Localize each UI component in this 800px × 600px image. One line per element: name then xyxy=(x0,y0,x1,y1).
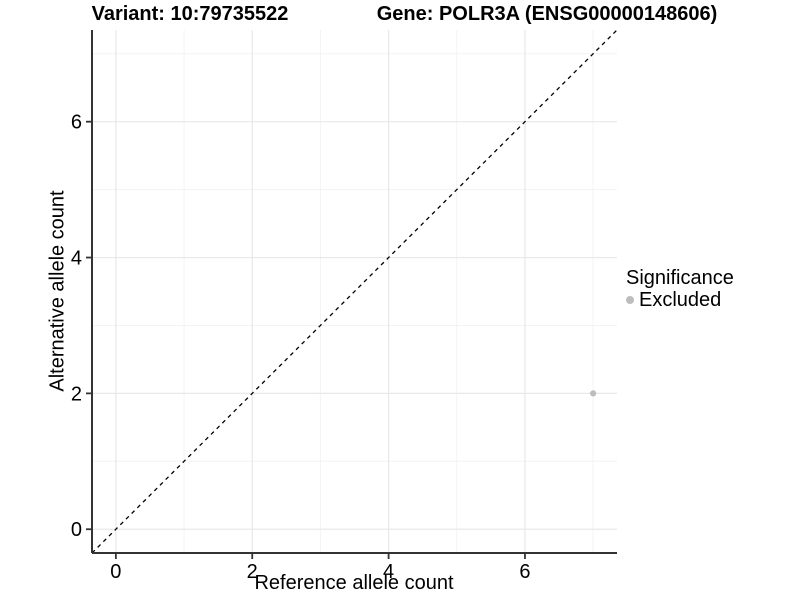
gene-title: Gene: POLR3A (ENSG00000148606) xyxy=(376,3,718,25)
y-axis-title: Alternative allele count xyxy=(46,190,69,392)
x-axis-title: Reference allele count xyxy=(254,572,454,594)
legend: Significance Excluded xyxy=(626,268,734,310)
legend-item-excluded: Excluded xyxy=(626,290,734,310)
x-tick-label: 0 xyxy=(110,561,121,583)
x-tick-label: 6 xyxy=(519,561,530,583)
identity-line xyxy=(91,29,618,554)
excluded-point-icon xyxy=(626,296,634,304)
y-tick-label: 2 xyxy=(71,383,82,405)
legend-title: Significance xyxy=(626,267,734,289)
y-tick-label: 0 xyxy=(71,519,82,541)
x-tick-label: 2 xyxy=(247,561,258,583)
legend-item-label: Excluded xyxy=(639,289,722,311)
y-tick-label: 6 xyxy=(71,112,82,134)
x-tick-label: 4 xyxy=(383,561,394,583)
data-point xyxy=(590,390,597,397)
y-tick-label: 4 xyxy=(71,248,82,270)
variant-title: Variant: 10:79735522 xyxy=(91,3,289,25)
